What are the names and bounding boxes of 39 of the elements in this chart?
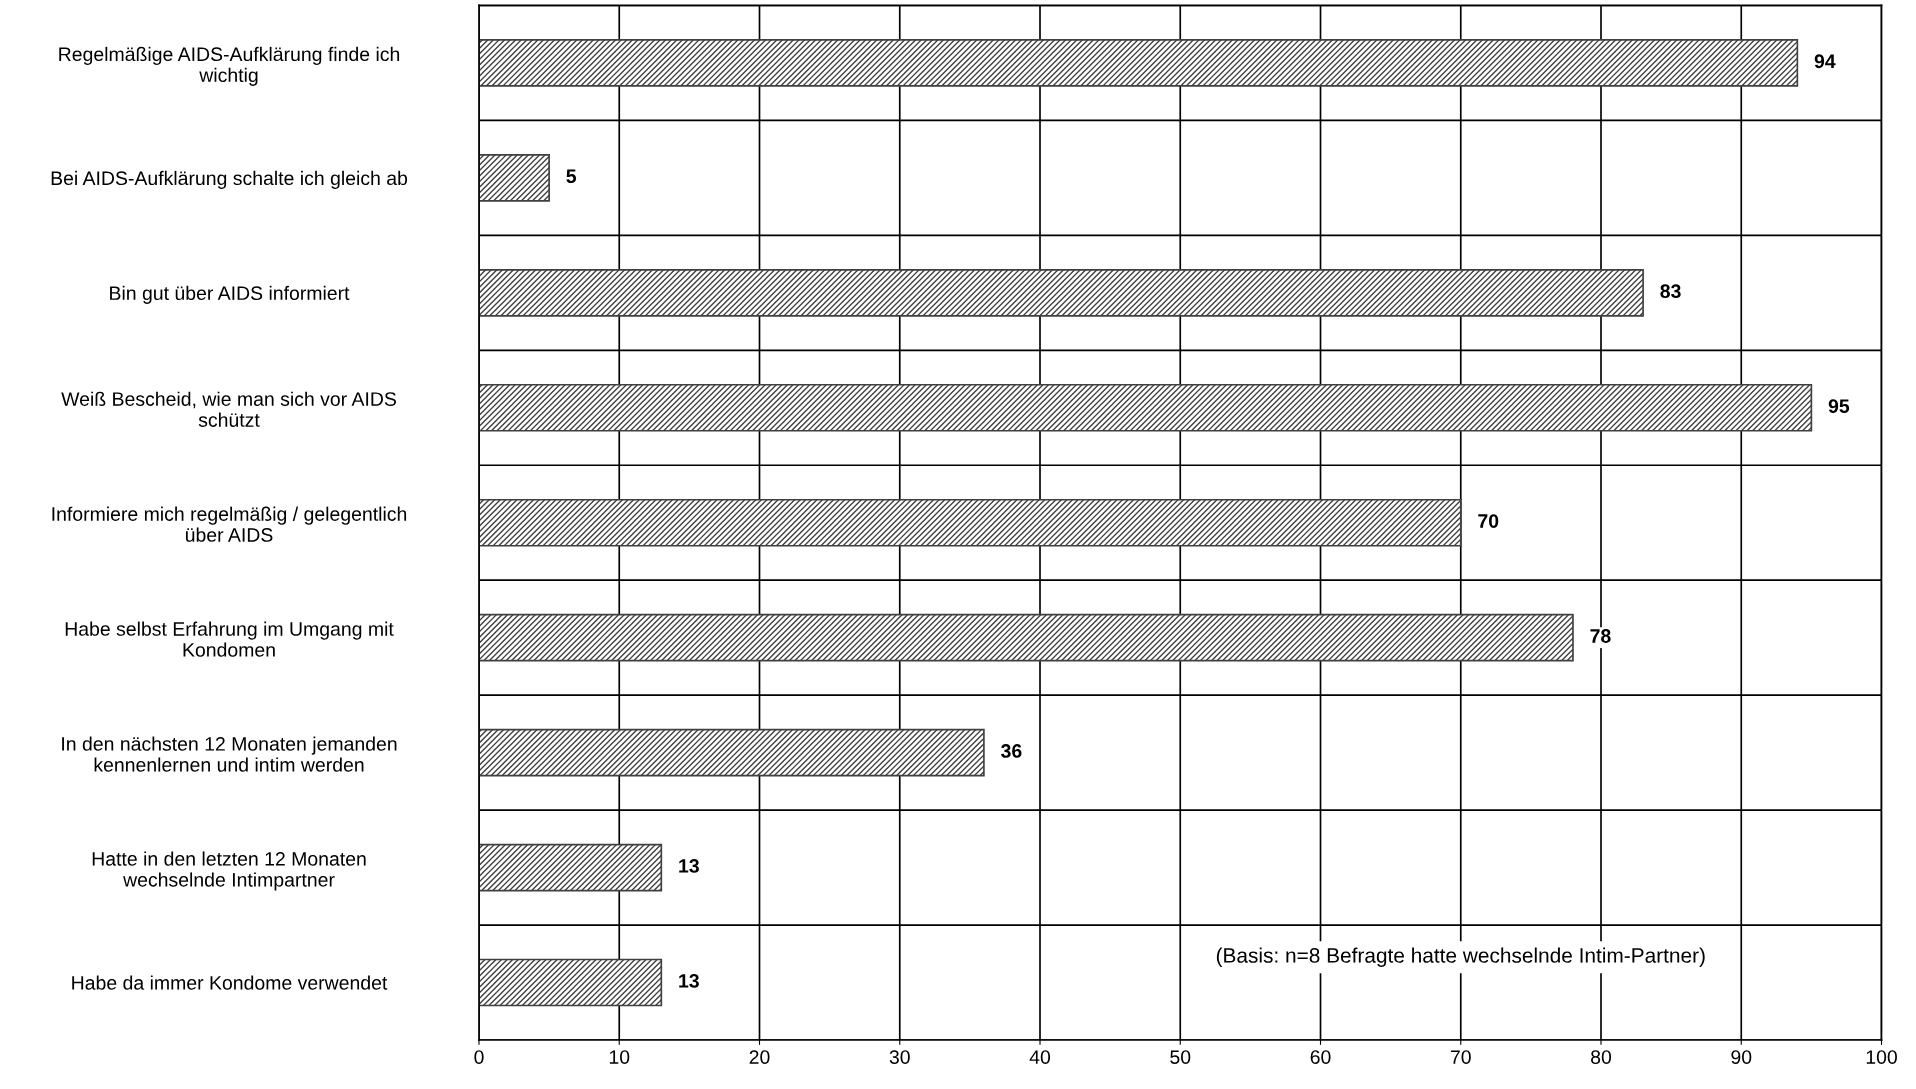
data-label: 95 bbox=[1828, 399, 1850, 413]
bar bbox=[479, 728, 985, 777]
bar bbox=[479, 613, 1574, 662]
bar bbox=[479, 383, 1813, 432]
bar bbox=[479, 498, 1462, 547]
x-tick-label: 90 bbox=[1731, 1050, 1752, 1064]
x-tick-label: 10 bbox=[609, 1050, 630, 1064]
x-tick-label: 0 bbox=[474, 1050, 484, 1064]
y-tick-label: Informiere mich regelmäßig / gelegentlich über AIDS bbox=[52, 506, 407, 542]
data-label: 36 bbox=[1001, 744, 1022, 758]
bar bbox=[479, 154, 550, 202]
bar bbox=[479, 843, 663, 892]
data-label: 5 bbox=[566, 169, 577, 184]
y-tick-label: Habe da immer Kondome verwendet bbox=[72, 975, 388, 990]
data-label: 13 bbox=[679, 859, 699, 873]
y-tick-label: In den nächsten 12 Monaten jemanden kennenlernen und intim werden bbox=[62, 736, 397, 772]
x-tick-label: 50 bbox=[1170, 1050, 1191, 1064]
x-tick-label: 20 bbox=[749, 1050, 770, 1064]
data-label: 83 bbox=[1660, 284, 1681, 299]
x-tick-label: 80 bbox=[1591, 1050, 1612, 1064]
x-tick-label: 60 bbox=[1310, 1050, 1331, 1064]
y-tick-label: Regelmäßige AIDS-Aufklärung finde ich wichtig bbox=[59, 46, 400, 86]
x-tick-label: 40 bbox=[1029, 1050, 1051, 1064]
data-label: 70 bbox=[1478, 514, 1499, 528]
x-tick-label: 70 bbox=[1450, 1050, 1471, 1064]
y-tick-label: Bei AIDS-Aufklärung schalte ich gleich ab bbox=[51, 170, 408, 189]
data-label: 78 bbox=[1590, 629, 1611, 643]
bar bbox=[479, 268, 1644, 317]
y-tick-label: Hatte in den letzten 12 Monaten wechselnde Intimpartner bbox=[92, 851, 366, 891]
y-tick-label: Weiß Bescheid, wie man sich vor AIDS schützt bbox=[61, 391, 396, 427]
y-tick-label: Habe selbst Erfahrung im Umgang mit Kondomen bbox=[65, 621, 394, 657]
bar bbox=[479, 958, 663, 1007]
annotation: (Basis: n=8 Befragte hatte wechselnde Intim-Partner) bbox=[1216, 947, 1705, 967]
bar bbox=[479, 39, 1799, 87]
y-tick-label: Bin gut über AIDS informiert bbox=[110, 285, 350, 304]
data-label: 13 bbox=[679, 973, 699, 988]
data-label: 94 bbox=[1814, 54, 1836, 69]
x-tick-label: 100 bbox=[1866, 1050, 1897, 1064]
x-tick-label: 30 bbox=[889, 1050, 910, 1064]
